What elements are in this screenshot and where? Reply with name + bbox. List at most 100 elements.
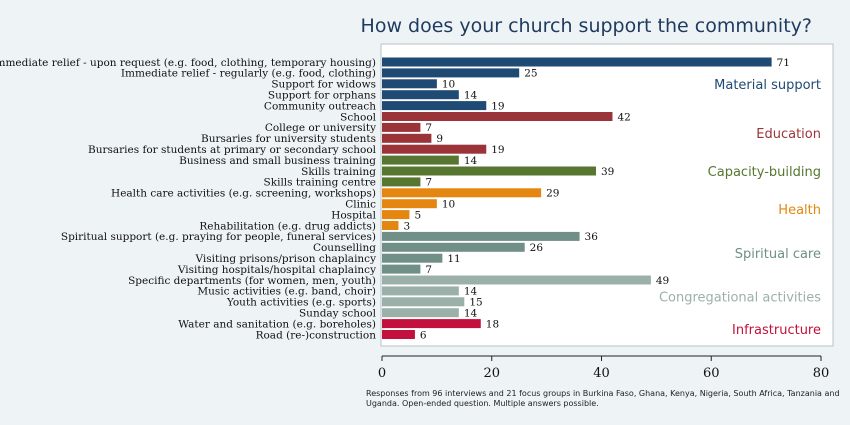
group-label: Capacity-building	[708, 165, 821, 180]
category-label: Counselling	[313, 242, 376, 254]
data-label: 19	[491, 144, 504, 156]
bar	[382, 319, 481, 329]
bar	[382, 188, 542, 198]
group-label: Spiritual care	[735, 247, 821, 262]
category-label: Rehabilitation (e.g. drug addicts)	[199, 220, 376, 232]
group-label: Health	[778, 203, 821, 218]
category-label: Bursaries for university students	[201, 133, 376, 145]
data-label: 10	[442, 79, 455, 91]
bar	[382, 155, 459, 165]
footnote-line-2: Uganda. Open-ended question. Multiple an…	[366, 399, 599, 408]
category-label: Immediate relief - regularly (e.g. food,…	[121, 68, 376, 80]
category-label: Business and small business training	[179, 155, 376, 167]
data-label: 7	[425, 177, 432, 189]
chart-title: How does your church support the communi…	[361, 15, 812, 37]
data-label: 5	[414, 209, 421, 221]
data-label: 42	[617, 111, 630, 123]
bar	[382, 297, 465, 307]
bar	[382, 144, 487, 154]
bar	[382, 242, 525, 252]
category-label: Clinic	[345, 199, 376, 211]
bar	[382, 112, 613, 121]
data-label: 19	[491, 100, 504, 112]
bar	[382, 133, 432, 143]
category-label: Music activities (e.g. band, choir)	[197, 286, 376, 298]
bar	[382, 221, 399, 230]
category-label: Health care activities (e.g. screening, …	[111, 188, 376, 200]
data-label: 14	[464, 286, 478, 298]
bar	[382, 90, 459, 100]
group-label: Material support	[714, 78, 821, 93]
bar	[382, 166, 597, 176]
category-label: Water and sanitation (e.g. boreholes)	[178, 318, 376, 330]
data-label: 71	[777, 57, 790, 69]
x-tick-label: 40	[593, 366, 610, 381]
category-label: Support for orphans	[268, 90, 376, 102]
data-label: 14	[464, 308, 478, 320]
x-tick-label: 0	[378, 366, 386, 381]
data-label: 6	[420, 329, 427, 341]
data-label: 10	[442, 199, 455, 211]
data-label: 49	[656, 275, 669, 287]
category-label: Road (re-)construction	[256, 329, 377, 341]
data-label: 11	[447, 253, 460, 265]
group-label: Congregational activities	[659, 290, 821, 305]
group-labels-layer: Material support Education Capacity-buildi…	[659, 78, 821, 338]
group-label: Education	[756, 127, 821, 142]
category-label: Support for widows	[271, 79, 376, 91]
data-label: 18	[486, 318, 499, 330]
category-label: Visiting hospitals/hospital chaplaincy	[177, 264, 376, 276]
data-label: 3	[403, 220, 410, 232]
bar	[382, 275, 651, 285]
value-labels-layer: 7125101419427919143972910533626117491415…	[403, 57, 790, 341]
bar	[382, 308, 459, 318]
data-label: 14	[464, 155, 478, 167]
bar	[382, 330, 415, 339]
category-label: Bursaries for students at primary or sec…	[88, 144, 377, 156]
bar	[382, 122, 421, 132]
data-label: 26	[530, 242, 544, 254]
x-axis: 0 20 40 60 80	[378, 355, 830, 381]
category-label: Hospital	[331, 209, 376, 221]
group-label: Infrastructure	[732, 323, 821, 338]
category-label: School	[340, 111, 376, 123]
bar	[382, 264, 421, 274]
data-label: 39	[601, 166, 614, 178]
category-labels-layer: Immediate relief - upon request (e.g. fo…	[0, 57, 377, 341]
x-tick-label: 80	[813, 366, 830, 381]
bars-layer	[382, 57, 772, 339]
footnote-line-1: Responses from 96 interviews and 21 focu…	[366, 389, 840, 398]
data-label: 25	[524, 68, 537, 80]
category-label: Skills training centre	[264, 177, 376, 189]
x-tick-label: 60	[703, 366, 720, 381]
x-tick-label: 20	[483, 366, 500, 381]
data-label: 15	[469, 297, 482, 309]
data-label: 9	[436, 133, 443, 145]
bar	[382, 57, 772, 67]
category-label: Sunday school	[299, 308, 377, 320]
category-label: Visiting prisons/prison chaplaincy	[195, 253, 377, 265]
data-label: 7	[425, 122, 432, 134]
category-label: Skills training	[301, 166, 376, 178]
bar	[382, 79, 437, 89]
bar	[382, 101, 487, 111]
data-label: 36	[585, 231, 599, 243]
category-label: Specific departments (for women, men, yo…	[128, 275, 376, 287]
category-label: College or university	[265, 122, 376, 134]
bar	[382, 231, 580, 241]
bar	[382, 199, 437, 209]
data-label: 7	[425, 264, 432, 276]
category-label: Immediate relief - upon request (e.g. fo…	[0, 57, 376, 69]
bar	[382, 210, 410, 220]
bar	[382, 253, 443, 263]
bar	[382, 177, 421, 187]
bar	[382, 68, 520, 78]
bar	[382, 286, 459, 296]
category-label: Spiritual support (e.g. praying for peop…	[61, 231, 376, 243]
data-label: 14	[464, 90, 478, 102]
category-label: Youth activities (e.g. sports)	[226, 297, 376, 309]
data-label: 29	[546, 188, 559, 200]
category-label: Community outreach	[264, 100, 376, 112]
